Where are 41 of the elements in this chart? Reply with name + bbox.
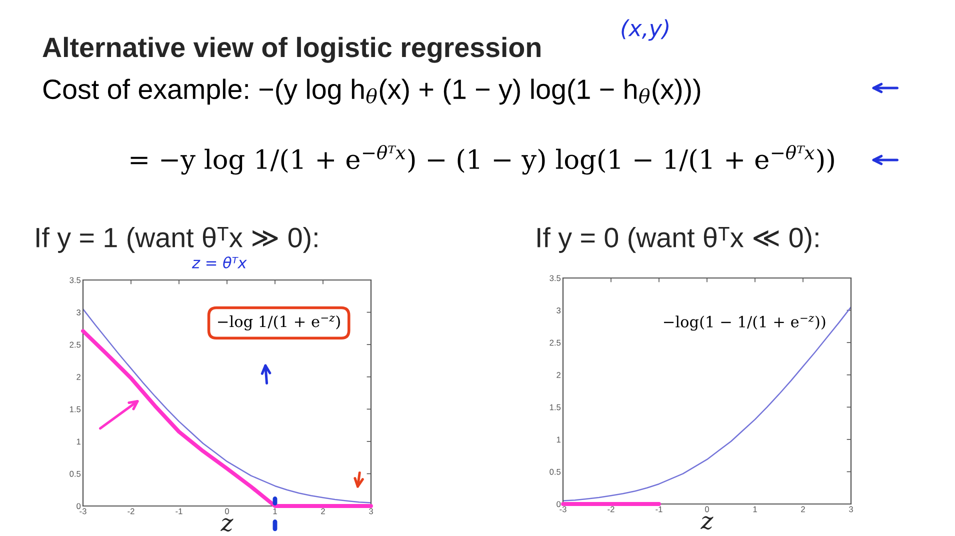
x-tick-label: -2 <box>128 508 134 514</box>
x-tick-label: 1 <box>753 506 757 512</box>
chart-subtitle: If y = 1 (want θᵀx ≫ 0): <box>36 227 318 253</box>
y-tick-label: 0.5 <box>70 470 81 477</box>
y-tick-label: 3 <box>76 309 81 316</box>
y-tick-label: 1 <box>76 438 81 444</box>
text: z = θᵀx <box>192 256 247 268</box>
x-tick-label: 0 <box>705 506 709 512</box>
x-tick-label: 1 <box>273 508 277 514</box>
x-axis-title: z <box>700 516 714 530</box>
y-tick-label: 3 <box>556 307 561 314</box>
line-series <box>563 306 851 502</box>
x-tick-label: 0 <box>225 508 229 514</box>
y-tick-label: 0.5 <box>550 468 561 475</box>
y-tick-label: 3.5 <box>550 275 561 282</box>
y-tick-label: 3.5 <box>70 277 81 284</box>
x-tick-label: -2 <box>608 506 614 512</box>
x-tick-label: 2 <box>801 506 805 512</box>
x-tick-label: 3 <box>849 506 853 512</box>
chart-subtitle: If y = 0 (want θᵀx ≪ 0): <box>538 227 818 253</box>
y-tick-label: 2 <box>76 374 80 380</box>
annotation: −log 1/(1 + e$^{−z}$) <box>218 315 340 330</box>
x-tick-label: 3 <box>369 508 373 514</box>
x-tick-label: -1 <box>656 506 662 512</box>
x-tick-label: -1 <box>176 508 182 514</box>
x-tick-label: -3 <box>560 506 566 512</box>
y-tick-label: 1.5 <box>70 406 81 412</box>
chart-title: Alternative view of logistic regression <box>42 36 540 63</box>
x-axis-title: z <box>220 518 234 532</box>
x-tick-label: 2 <box>321 508 325 514</box>
text: (x,y) <box>622 19 668 41</box>
annotation: −log(1 − 1/(1 + e$^{−z}$)) <box>664 316 826 331</box>
x-tick-label: -3 <box>80 508 86 514</box>
y-tick-label: 2 <box>556 372 560 378</box>
y-tick-label: 1.5 <box>550 404 561 410</box>
text: = −y log 1/(1 + e$^{−θᵀx}$) − (1 − y) log(1 − 1/(1 + e$^{−θᵀx}$)) <box>130 144 834 175</box>
y-tick-label: 2.5 <box>70 342 81 348</box>
y-tick-label: 0 <box>556 501 561 508</box>
text: Cost of example: −(y log h$_{θ}$(x) + (1 − y) log(1 − h$_{θ}$(x))) <box>43 78 700 105</box>
y-tick-label: 2.5 <box>550 340 561 346</box>
y-tick-label: 1 <box>556 436 561 442</box>
